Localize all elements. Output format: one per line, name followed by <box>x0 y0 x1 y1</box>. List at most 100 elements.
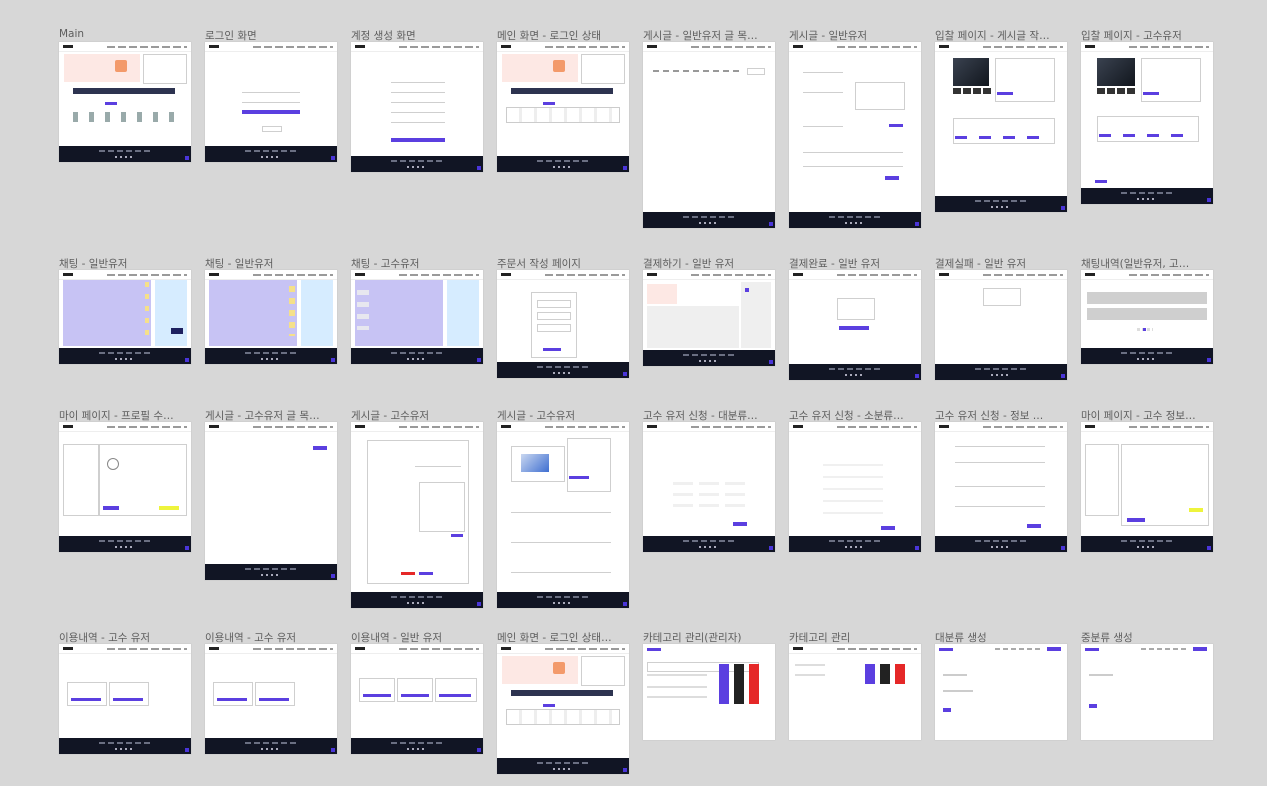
category-icons <box>73 112 177 122</box>
chat-area <box>63 280 151 346</box>
social-login[interactable] <box>262 126 282 132</box>
frame-page[interactable] <box>1081 644 1213 740</box>
frame-page[interactable] <box>789 422 921 552</box>
frame-page[interactable] <box>59 42 191 162</box>
footer <box>1081 536 1213 552</box>
frame-label: 중분류 생성 <box>1081 632 1133 644</box>
header <box>497 644 629 654</box>
footer <box>205 146 337 162</box>
side-panel <box>155 280 187 346</box>
frame-label: 게시글 - 고수유저 <box>351 410 430 422</box>
footer <box>205 738 337 754</box>
frame-page[interactable] <box>351 422 483 608</box>
frame-page[interactable] <box>59 270 191 364</box>
product-image <box>953 58 989 86</box>
footer <box>497 758 629 774</box>
frame-label: 결제실패 - 일반 유저 <box>935 258 1027 270</box>
banner-icon <box>115 60 127 72</box>
frame-page[interactable] <box>935 422 1067 552</box>
frame-page[interactable] <box>351 42 483 172</box>
header <box>935 270 1067 280</box>
header <box>59 42 191 52</box>
frame-page[interactable] <box>643 422 775 552</box>
header <box>205 42 337 52</box>
frame-page[interactable] <box>935 42 1067 212</box>
header <box>789 42 921 52</box>
login-field[interactable] <box>242 92 300 93</box>
footer <box>205 564 337 580</box>
header <box>789 270 921 280</box>
password-field[interactable] <box>242 102 300 103</box>
post-grid <box>215 462 327 552</box>
filter-tabs[interactable] <box>653 70 739 72</box>
frame-page[interactable] <box>351 270 483 364</box>
footer <box>59 348 191 364</box>
frame-page[interactable] <box>351 644 483 754</box>
write-button[interactable] <box>747 68 765 75</box>
footer <box>59 146 191 162</box>
footer <box>205 348 337 364</box>
frame-page[interactable] <box>789 42 921 228</box>
header <box>1081 422 1213 432</box>
frame-page[interactable] <box>497 644 629 774</box>
header <box>1081 42 1213 52</box>
header <box>497 422 629 432</box>
frame-page[interactable] <box>497 422 629 608</box>
footer <box>351 156 483 172</box>
frame-page[interactable] <box>59 422 191 552</box>
search-bar[interactable] <box>73 88 175 94</box>
frame-page[interactable] <box>205 422 337 580</box>
signup-button[interactable] <box>391 138 445 142</box>
frame-page[interactable] <box>497 270 629 378</box>
frame-page[interactable] <box>643 644 775 740</box>
frame-page[interactable] <box>643 270 775 366</box>
header <box>789 644 921 654</box>
frame-page[interactable] <box>1081 422 1213 552</box>
footer <box>497 362 629 378</box>
frame-label: 카테고리 관리(관리자) <box>643 632 742 644</box>
footer <box>497 592 629 608</box>
frame-label: 카테고리 관리 <box>789 632 851 644</box>
header <box>643 422 775 432</box>
frame-label: 결제완료 - 일반 유저 <box>789 258 881 270</box>
frame-label: 고수 유저 신청 - 정보 … <box>935 410 1044 422</box>
frame-page[interactable] <box>1081 270 1213 364</box>
frame-page[interactable] <box>205 270 337 364</box>
footer <box>1081 348 1213 364</box>
post-grid <box>653 82 765 200</box>
frame-label: 게시글 - 고수유저 글 목… <box>205 410 320 422</box>
frame-page[interactable] <box>205 42 337 162</box>
frame-label: 메인 화면 - 로그인 상태 <box>497 30 602 42</box>
frame-label: 마이 페이지 - 고수 정보… <box>1081 410 1196 422</box>
header <box>351 644 483 654</box>
footer <box>351 592 483 608</box>
frame-page[interactable] <box>59 644 191 754</box>
frame-page[interactable] <box>789 644 921 740</box>
footer <box>789 536 921 552</box>
footer <box>935 196 1067 212</box>
frame-page[interactable] <box>935 270 1067 380</box>
footer <box>351 738 483 754</box>
login-button[interactable] <box>242 110 300 114</box>
header <box>1081 270 1213 280</box>
footer <box>643 536 775 552</box>
header <box>59 270 191 280</box>
footer <box>1081 188 1213 204</box>
frame-page[interactable] <box>1081 42 1213 204</box>
frame-label: 고수 유저 신청 - 소분류… <box>789 410 904 422</box>
frame-label: 이용내역 - 일반 유저 <box>351 632 443 644</box>
frame-page[interactable] <box>497 42 629 172</box>
footer <box>59 738 191 754</box>
frame-page[interactable] <box>935 644 1067 740</box>
footer <box>59 536 191 552</box>
frame-label: 마이 페이지 - 프로필 수… <box>59 410 174 422</box>
frame-label: 메인 화면 - 로그인 상태… <box>497 632 612 644</box>
frame-page[interactable] <box>205 644 337 754</box>
frame-label: 이용내역 - 고수 유저 <box>205 632 297 644</box>
search-button[interactable] <box>105 102 117 105</box>
frame-label: Main <box>59 28 85 40</box>
frame-page[interactable] <box>643 42 775 228</box>
category-grid <box>143 54 187 84</box>
footer <box>935 536 1067 552</box>
frame-page[interactable] <box>789 270 921 380</box>
